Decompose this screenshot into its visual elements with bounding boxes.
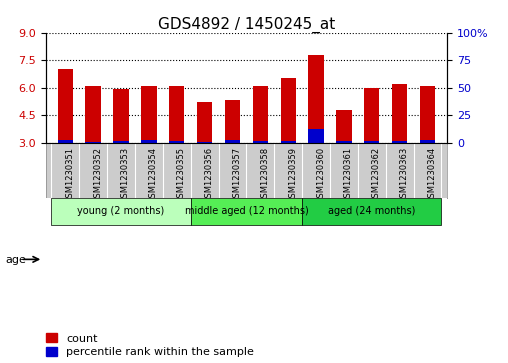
Bar [85,86,101,143]
Bar [190,197,302,225]
Bar [225,101,240,143]
Bar [420,86,435,143]
Bar [252,141,268,143]
Text: GSM1230351: GSM1230351 [65,147,74,203]
Bar [197,142,212,143]
Text: GSM1230352: GSM1230352 [93,147,102,203]
Bar [252,86,268,143]
Bar [308,55,324,143]
Text: aged (24 months): aged (24 months) [328,206,416,216]
Bar [392,141,407,143]
Bar [113,141,129,143]
Bar [141,86,156,143]
Text: GSM1230364: GSM1230364 [428,147,436,203]
Bar [225,140,240,143]
Text: GSM1230362: GSM1230362 [372,147,381,203]
Text: GSM1230359: GSM1230359 [288,147,297,203]
Text: middle aged (12 months): middle aged (12 months) [184,206,308,216]
Text: age: age [5,254,26,265]
Bar [420,140,435,143]
Bar [85,142,101,143]
Text: GSM1230357: GSM1230357 [233,147,241,203]
Bar [302,197,441,225]
Text: GSM1230355: GSM1230355 [177,147,186,203]
Bar [392,84,407,143]
Bar [51,197,190,225]
Title: GDS4892 / 1450245_at: GDS4892 / 1450245_at [158,16,335,33]
Bar [57,69,73,143]
Bar [113,89,129,143]
Text: GSM1230354: GSM1230354 [149,147,158,203]
Bar [141,140,156,143]
Text: GSM1230363: GSM1230363 [400,147,408,203]
Bar [336,110,352,143]
Bar [280,78,296,143]
Bar [308,130,324,143]
Bar [197,102,212,143]
Text: young (2 months): young (2 months) [77,206,165,216]
Text: GSM1230358: GSM1230358 [260,147,269,203]
Text: GSM1230353: GSM1230353 [121,147,130,203]
Legend: count, percentile rank within the sample: count, percentile rank within the sample [46,333,254,358]
Bar [364,141,379,143]
Bar [169,141,184,143]
Text: GSM1230361: GSM1230361 [344,147,353,203]
Bar [57,140,73,143]
Bar [364,87,379,143]
Text: GSM1230356: GSM1230356 [205,147,213,203]
Bar [336,141,352,143]
Bar [280,141,296,143]
Text: GSM1230360: GSM1230360 [316,147,325,203]
Bar [169,86,184,143]
